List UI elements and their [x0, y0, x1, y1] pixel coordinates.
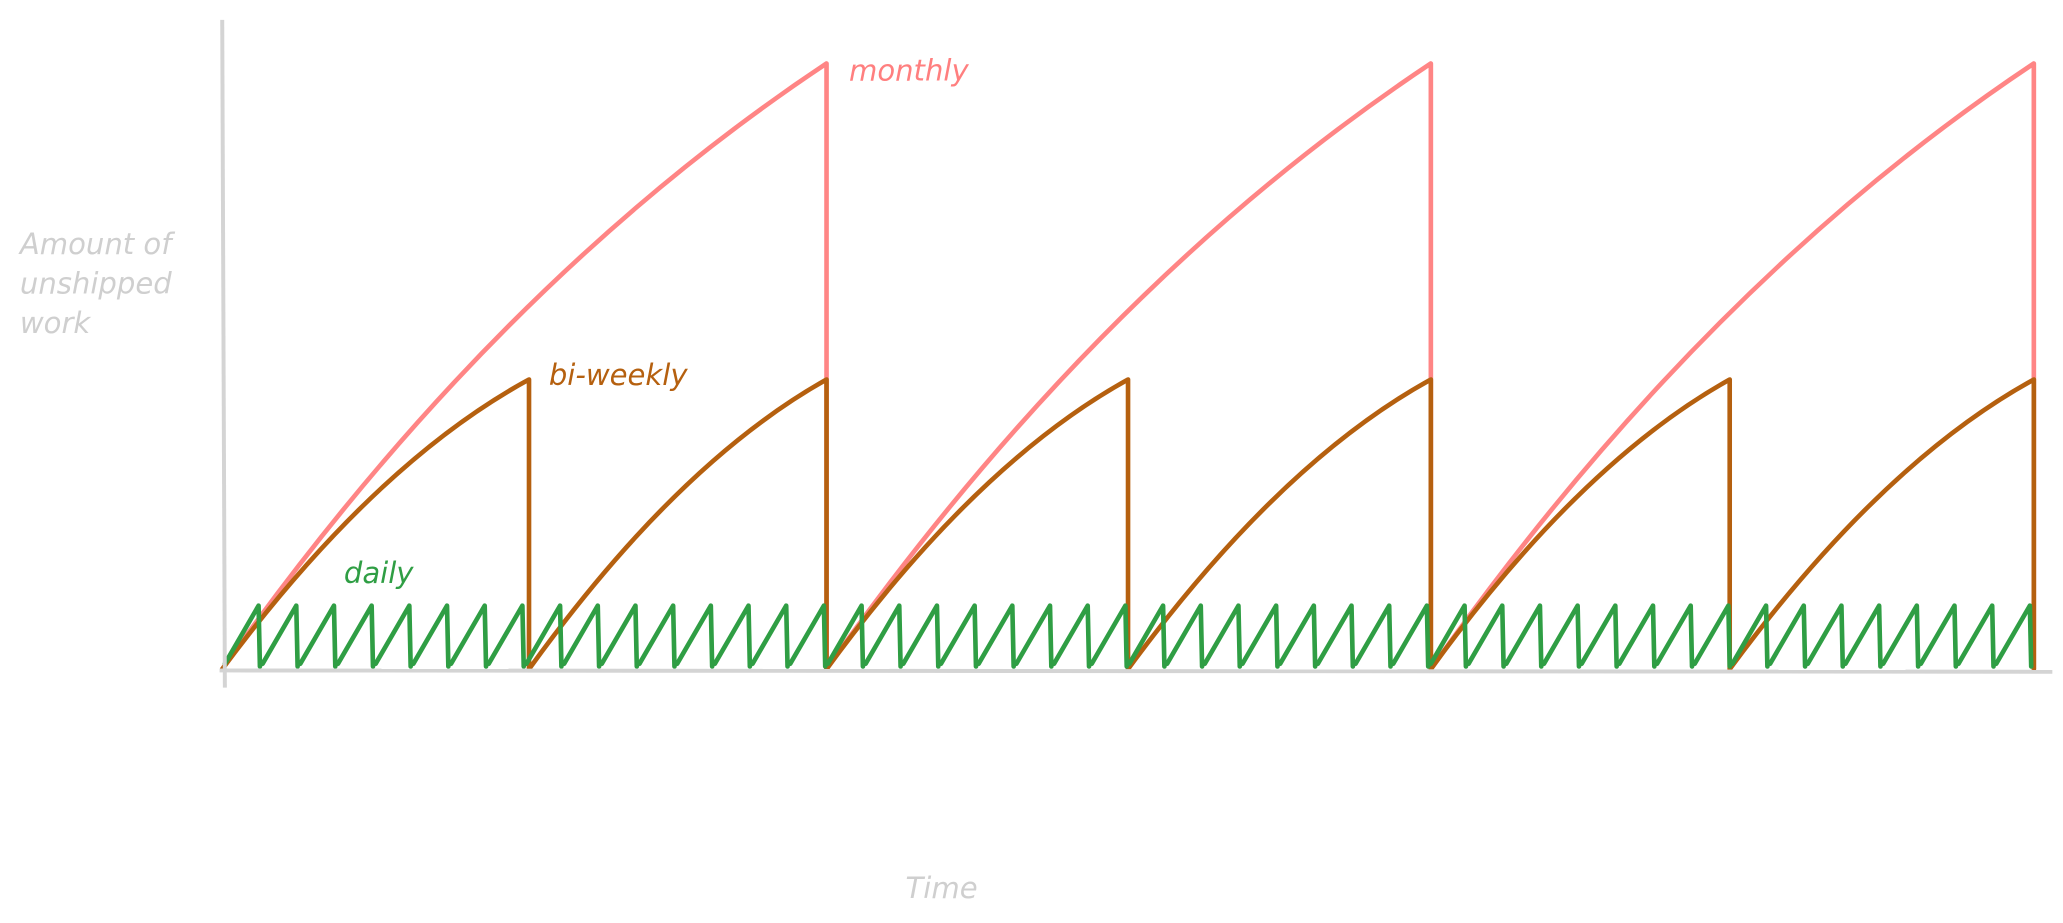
biweekly-curve	[219, 377, 2037, 672]
y-axis-label: Amount of	[18, 227, 175, 261]
curves	[219, 61, 2037, 672]
x-axis	[219, 668, 2053, 674]
monthly-curve	[219, 61, 2037, 672]
y-axis-label: unshipped	[20, 267, 172, 301]
daily-label: daily	[344, 556, 414, 590]
biweekly-label: bi-weekly	[549, 358, 689, 392]
y-axis-label: work	[20, 306, 92, 340]
daily-curve	[222, 603, 2034, 669]
x-axis-label: Time	[906, 871, 978, 905]
monthly-label: monthly	[849, 54, 969, 88]
y-axis	[220, 19, 227, 688]
